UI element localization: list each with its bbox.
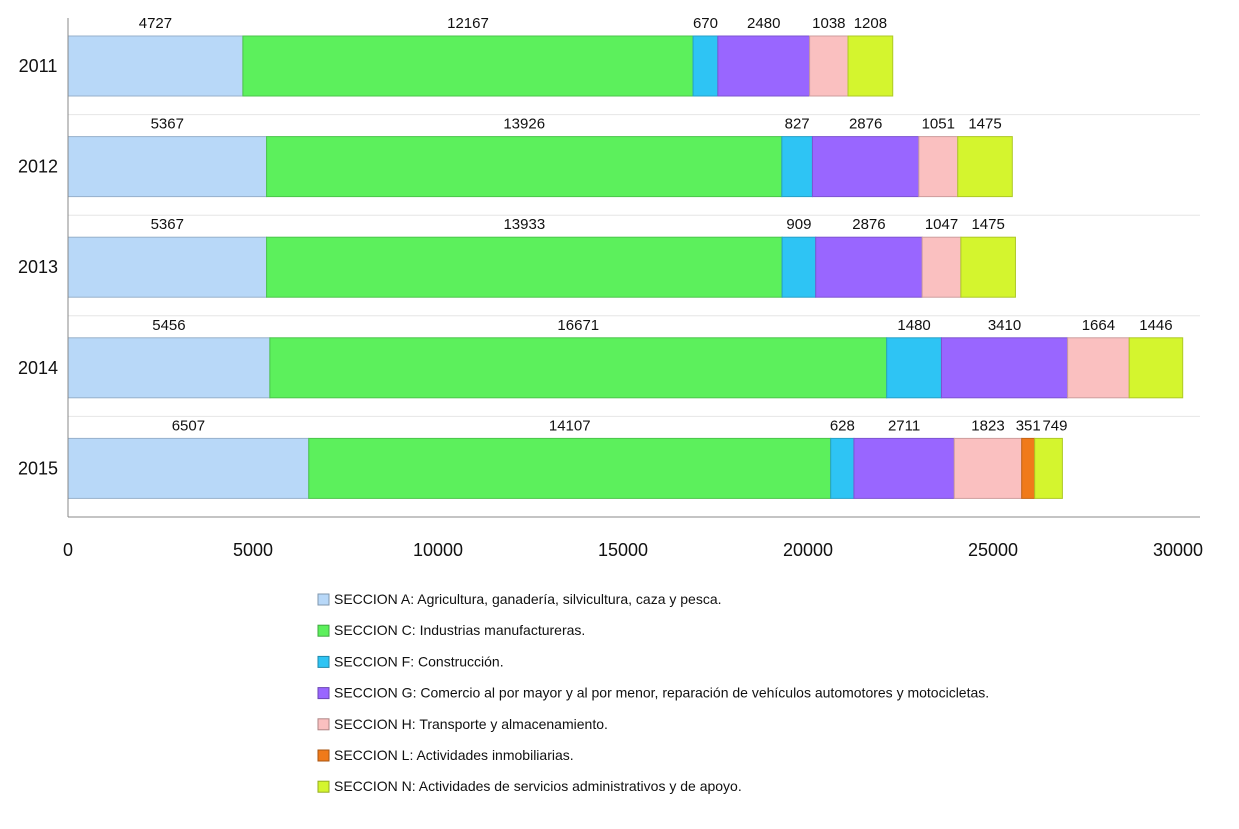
data-label: 1480 bbox=[897, 317, 930, 334]
bar-segment bbox=[960, 236, 1016, 298]
bar-segment bbox=[717, 35, 811, 97]
bar-segment bbox=[847, 35, 894, 97]
legend-item-label: SECCION G: Comercio al por mayor y al po… bbox=[334, 685, 989, 701]
bar-segment bbox=[269, 337, 888, 399]
legend-swatch bbox=[317, 655, 330, 668]
legend-item-label: SECCION L: Actividades inmobiliarias. bbox=[334, 747, 574, 763]
x-tick-label: 0 bbox=[63, 540, 73, 560]
y-tick-label: 2014 bbox=[18, 358, 58, 378]
x-tick-label: 30000 bbox=[1153, 540, 1203, 560]
bar-segment bbox=[266, 136, 783, 198]
bar-segment bbox=[781, 136, 813, 198]
data-label: 2876 bbox=[849, 116, 882, 133]
data-label: 1038 bbox=[812, 15, 845, 32]
legend-swatch bbox=[317, 624, 330, 637]
x-tick-label: 10000 bbox=[413, 540, 463, 560]
x-tick-labels: 0 5000 10000 15000 20000 25000 30000 bbox=[63, 540, 1203, 560]
x-tick-label: 25000 bbox=[968, 540, 1018, 560]
y-tick-labels: 2011 2012 2013 2014 2015 bbox=[18, 56, 58, 478]
legend-item-label: SECCION H: Transporte y almacenamiento. bbox=[334, 716, 608, 732]
bar-segment bbox=[1067, 337, 1130, 399]
bar-segment bbox=[67, 136, 268, 198]
data-label: 14107 bbox=[549, 417, 591, 434]
bar-segment bbox=[940, 337, 1069, 399]
bar-segment bbox=[67, 236, 268, 298]
axes-layer bbox=[67, 18, 1200, 518]
data-label: 5367 bbox=[151, 216, 184, 233]
data-label: 749 bbox=[1042, 417, 1067, 434]
data-label: 1047 bbox=[925, 216, 958, 233]
y-tick-label: 2011 bbox=[19, 56, 58, 76]
bar-segment bbox=[953, 437, 1023, 499]
data-label: 351 bbox=[1016, 417, 1041, 434]
bar-segment bbox=[886, 337, 942, 399]
y-tick-label: 2013 bbox=[18, 257, 58, 277]
data-label: 16671 bbox=[557, 317, 599, 334]
bar-segment bbox=[918, 136, 959, 198]
data-label: 2876 bbox=[852, 216, 885, 233]
data-label: 1664 bbox=[1082, 317, 1115, 334]
data-label: 1051 bbox=[922, 116, 955, 133]
x-tick-label: 5000 bbox=[233, 540, 273, 560]
legend-item-label: SECCION A: Agricultura, ganadería, silvi… bbox=[334, 591, 722, 607]
data-label: 12167 bbox=[447, 15, 489, 32]
bar-segment bbox=[692, 35, 719, 97]
y-tick-label: 2012 bbox=[18, 157, 58, 177]
data-label: 13926 bbox=[503, 116, 545, 133]
bar-segment bbox=[921, 236, 962, 298]
data-label: 1208 bbox=[854, 15, 887, 32]
bar-segment bbox=[811, 136, 920, 198]
bar-segment bbox=[308, 437, 832, 499]
data-label: 670 bbox=[693, 15, 718, 32]
bar-segment bbox=[1021, 437, 1036, 499]
data-labels-layer: 4727 12167 670 2480 1038 1208 5367 13926 827 2876… bbox=[139, 15, 1173, 434]
bar-segment bbox=[809, 35, 849, 97]
data-label: 5456 bbox=[152, 317, 185, 334]
data-label: 3410 bbox=[988, 317, 1021, 334]
bar-segment bbox=[830, 437, 855, 499]
bar-segment bbox=[67, 337, 271, 399]
legend-swatch bbox=[317, 718, 330, 731]
data-label: 2711 bbox=[888, 417, 920, 434]
legend-item-label: SECCION N: Actividades de servicios admi… bbox=[334, 778, 742, 794]
bar-segment bbox=[781, 236, 817, 298]
y-tick-label: 2015 bbox=[18, 458, 58, 478]
legend: SECCION A: Agricultura, ganadería, silvi… bbox=[317, 591, 989, 794]
data-label: 5367 bbox=[151, 116, 184, 133]
bar-segment bbox=[957, 136, 1013, 198]
legend-swatch bbox=[317, 780, 330, 793]
data-label: 909 bbox=[786, 216, 811, 233]
data-label: 2480 bbox=[747, 15, 780, 32]
data-label: 6507 bbox=[172, 417, 205, 434]
data-label: 1446 bbox=[1139, 317, 1172, 334]
data-label: 628 bbox=[830, 417, 855, 434]
bar-segment bbox=[1128, 337, 1184, 399]
data-label: 827 bbox=[785, 116, 810, 133]
data-label: 1475 bbox=[968, 116, 1001, 133]
bar-segment bbox=[67, 35, 244, 97]
data-label: 4727 bbox=[139, 15, 172, 32]
bar-segment bbox=[242, 35, 694, 97]
bar-segment bbox=[853, 437, 955, 499]
bar-segment bbox=[815, 236, 923, 298]
legend-swatch bbox=[317, 687, 330, 700]
legend-item-label: SECCION C: Industrias manufactureras. bbox=[334, 622, 585, 638]
x-tick-label: 20000 bbox=[783, 540, 833, 560]
legend-item-label: SECCION F: Construcción. bbox=[334, 653, 504, 669]
legend-swatch bbox=[317, 593, 330, 606]
bar-segment bbox=[67, 437, 310, 499]
data-label: 13933 bbox=[503, 216, 545, 233]
data-label: 1823 bbox=[971, 417, 1004, 434]
bar-segment bbox=[266, 236, 783, 298]
data-label: 1475 bbox=[971, 216, 1004, 233]
x-tick-label: 15000 bbox=[598, 540, 648, 560]
legend-swatch bbox=[317, 749, 330, 762]
bars-layer bbox=[67, 35, 1200, 518]
bar-segment bbox=[1034, 437, 1063, 499]
